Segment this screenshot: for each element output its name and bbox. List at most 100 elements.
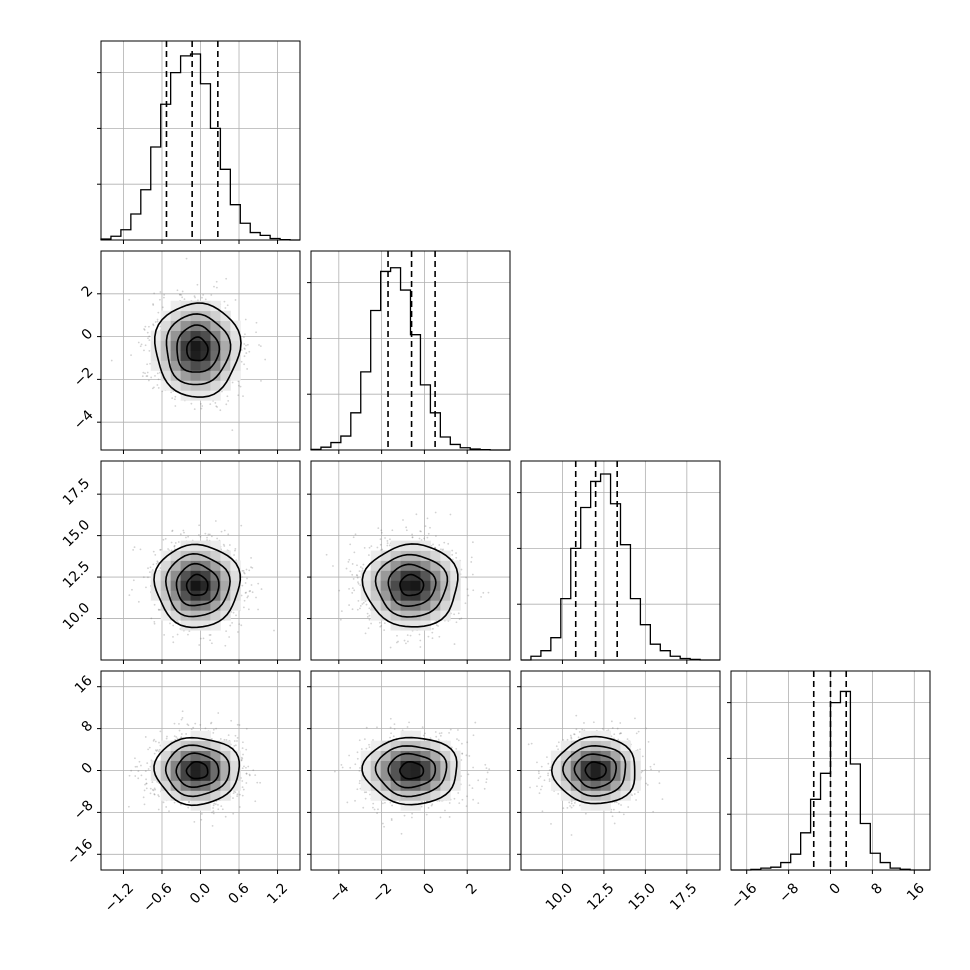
sample-point bbox=[421, 726, 424, 729]
sample-point bbox=[364, 632, 367, 635]
sample-point bbox=[193, 408, 196, 410]
sample-point bbox=[259, 345, 262, 348]
density-cell bbox=[390, 580, 401, 591]
sample-point bbox=[615, 801, 618, 804]
sample-point bbox=[157, 561, 159, 564]
sample-point bbox=[204, 727, 207, 730]
sample-point bbox=[254, 774, 257, 777]
density-cell bbox=[160, 330, 172, 341]
density-cell bbox=[580, 800, 592, 811]
sample-point bbox=[386, 544, 389, 547]
sample-point bbox=[425, 813, 428, 816]
sample-point bbox=[211, 811, 213, 814]
density-cell bbox=[170, 350, 181, 361]
density-cell bbox=[400, 620, 411, 631]
density-cell bbox=[440, 750, 451, 761]
sample-point bbox=[174, 405, 177, 407]
sample-point bbox=[411, 536, 414, 539]
density-cell bbox=[190, 570, 201, 581]
sample-point bbox=[150, 376, 153, 379]
sample-point bbox=[435, 735, 438, 738]
density-cell bbox=[220, 590, 231, 601]
sample-point bbox=[187, 724, 190, 727]
sample-point bbox=[247, 608, 250, 611]
sample-point bbox=[132, 549, 135, 551]
sample-point bbox=[166, 735, 168, 738]
sample-point bbox=[165, 737, 168, 740]
sample-point bbox=[396, 634, 398, 637]
panel-content bbox=[101, 671, 300, 870]
sample-point bbox=[647, 740, 650, 743]
sample-point bbox=[584, 812, 587, 815]
sample-point bbox=[143, 803, 146, 806]
sample-point bbox=[216, 537, 219, 540]
sample-point bbox=[529, 786, 531, 789]
sample-point bbox=[242, 395, 244, 398]
density-cell bbox=[210, 340, 221, 351]
density-cell bbox=[210, 780, 221, 791]
sample-point bbox=[426, 517, 429, 520]
sample-point bbox=[163, 293, 166, 296]
density-cell bbox=[170, 310, 181, 322]
sample-point bbox=[383, 622, 386, 625]
density-cell bbox=[600, 760, 611, 771]
sample-point bbox=[429, 737, 432, 739]
sample-point bbox=[159, 291, 162, 293]
sample-point bbox=[631, 794, 633, 797]
sample-point bbox=[411, 536, 414, 539]
sample-point bbox=[382, 802, 384, 805]
density-cell bbox=[150, 330, 162, 341]
sample-point bbox=[247, 595, 249, 598]
sample-point bbox=[213, 285, 215, 288]
sample-point bbox=[209, 639, 211, 642]
sample-point bbox=[471, 787, 474, 790]
sample-point bbox=[612, 808, 615, 811]
sample-point bbox=[167, 548, 169, 550]
density-cell bbox=[600, 740, 611, 751]
sample-point bbox=[403, 814, 406, 817]
density-cell bbox=[390, 750, 401, 761]
sample-point bbox=[145, 782, 148, 785]
sample-point bbox=[260, 588, 263, 590]
density-cell bbox=[190, 360, 201, 371]
density-cell bbox=[390, 550, 401, 561]
density-cell bbox=[210, 790, 221, 801]
sample-point bbox=[173, 398, 176, 401]
density-cell bbox=[360, 760, 372, 771]
density-cell bbox=[190, 300, 201, 312]
density-cell bbox=[190, 310, 201, 322]
density-cell bbox=[440, 600, 451, 611]
sample-point bbox=[148, 350, 151, 352]
sample-point bbox=[471, 541, 474, 544]
sample-point bbox=[457, 739, 460, 742]
sample-point bbox=[345, 567, 348, 570]
sample-point bbox=[430, 544, 433, 547]
sample-point bbox=[137, 777, 140, 780]
sample-point bbox=[252, 769, 255, 772]
density-cell bbox=[370, 600, 382, 611]
sample-point bbox=[237, 384, 240, 387]
sample-point bbox=[418, 537, 421, 540]
panel-frame bbox=[310, 250, 511, 451]
sample-point bbox=[346, 801, 349, 804]
sample-point bbox=[348, 754, 351, 757]
density-cell bbox=[420, 740, 431, 751]
density-cell bbox=[370, 560, 382, 571]
sample-point bbox=[557, 741, 560, 744]
sample-point bbox=[461, 752, 464, 755]
sample-point bbox=[485, 781, 488, 784]
panel-content bbox=[101, 251, 300, 450]
sample-point bbox=[143, 329, 146, 331]
sample-point bbox=[132, 579, 135, 582]
density-cell bbox=[160, 370, 172, 381]
sample-point bbox=[358, 782, 361, 785]
sample-point bbox=[380, 529, 383, 532]
sample-point bbox=[159, 548, 162, 551]
sample-point bbox=[619, 732, 622, 735]
sample-point bbox=[243, 599, 246, 602]
sample-point bbox=[379, 625, 382, 628]
sample-point bbox=[358, 570, 361, 572]
sample-point bbox=[365, 603, 368, 606]
hist-panel-2 bbox=[517, 460, 721, 664]
sample-point bbox=[208, 533, 211, 536]
